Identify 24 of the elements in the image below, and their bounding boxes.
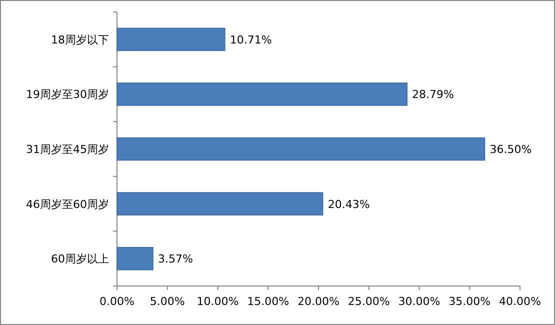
y-tick-label: 19周岁至30周岁 xyxy=(26,88,109,102)
y-tick-label: 46周岁至60周岁 xyxy=(26,198,109,211)
bar xyxy=(116,192,324,216)
bar xyxy=(116,137,486,161)
bar xyxy=(116,28,226,52)
x-tick-label: 20.00% xyxy=(298,295,340,308)
data-label: 10.71% xyxy=(230,33,272,46)
data-label: 3.57% xyxy=(158,252,193,266)
x-tick-label: 5.00% xyxy=(150,295,185,308)
x-tick-label: 30.00% xyxy=(398,295,440,308)
y-tick-label: 31周岁至45周岁 xyxy=(26,143,109,156)
bar xyxy=(116,246,154,270)
data-label: 20.43% xyxy=(328,198,370,211)
x-tick-label: 0.00% xyxy=(100,295,134,308)
x-tick-label: 15.00% xyxy=(247,295,290,308)
x-tick-label: 10.00% xyxy=(196,295,239,308)
y-tick-label: 60周岁以上 xyxy=(51,252,109,266)
data-label: 28.79% xyxy=(412,88,454,102)
x-tick-label: 40.00% xyxy=(499,295,541,308)
x-tick-label: 25.00% xyxy=(348,295,390,308)
x-tick-label: 35.00% xyxy=(448,295,491,308)
y-tick-label: 18周岁以下 xyxy=(51,33,109,46)
bar xyxy=(116,82,408,106)
data-label: 36.50% xyxy=(490,143,532,156)
